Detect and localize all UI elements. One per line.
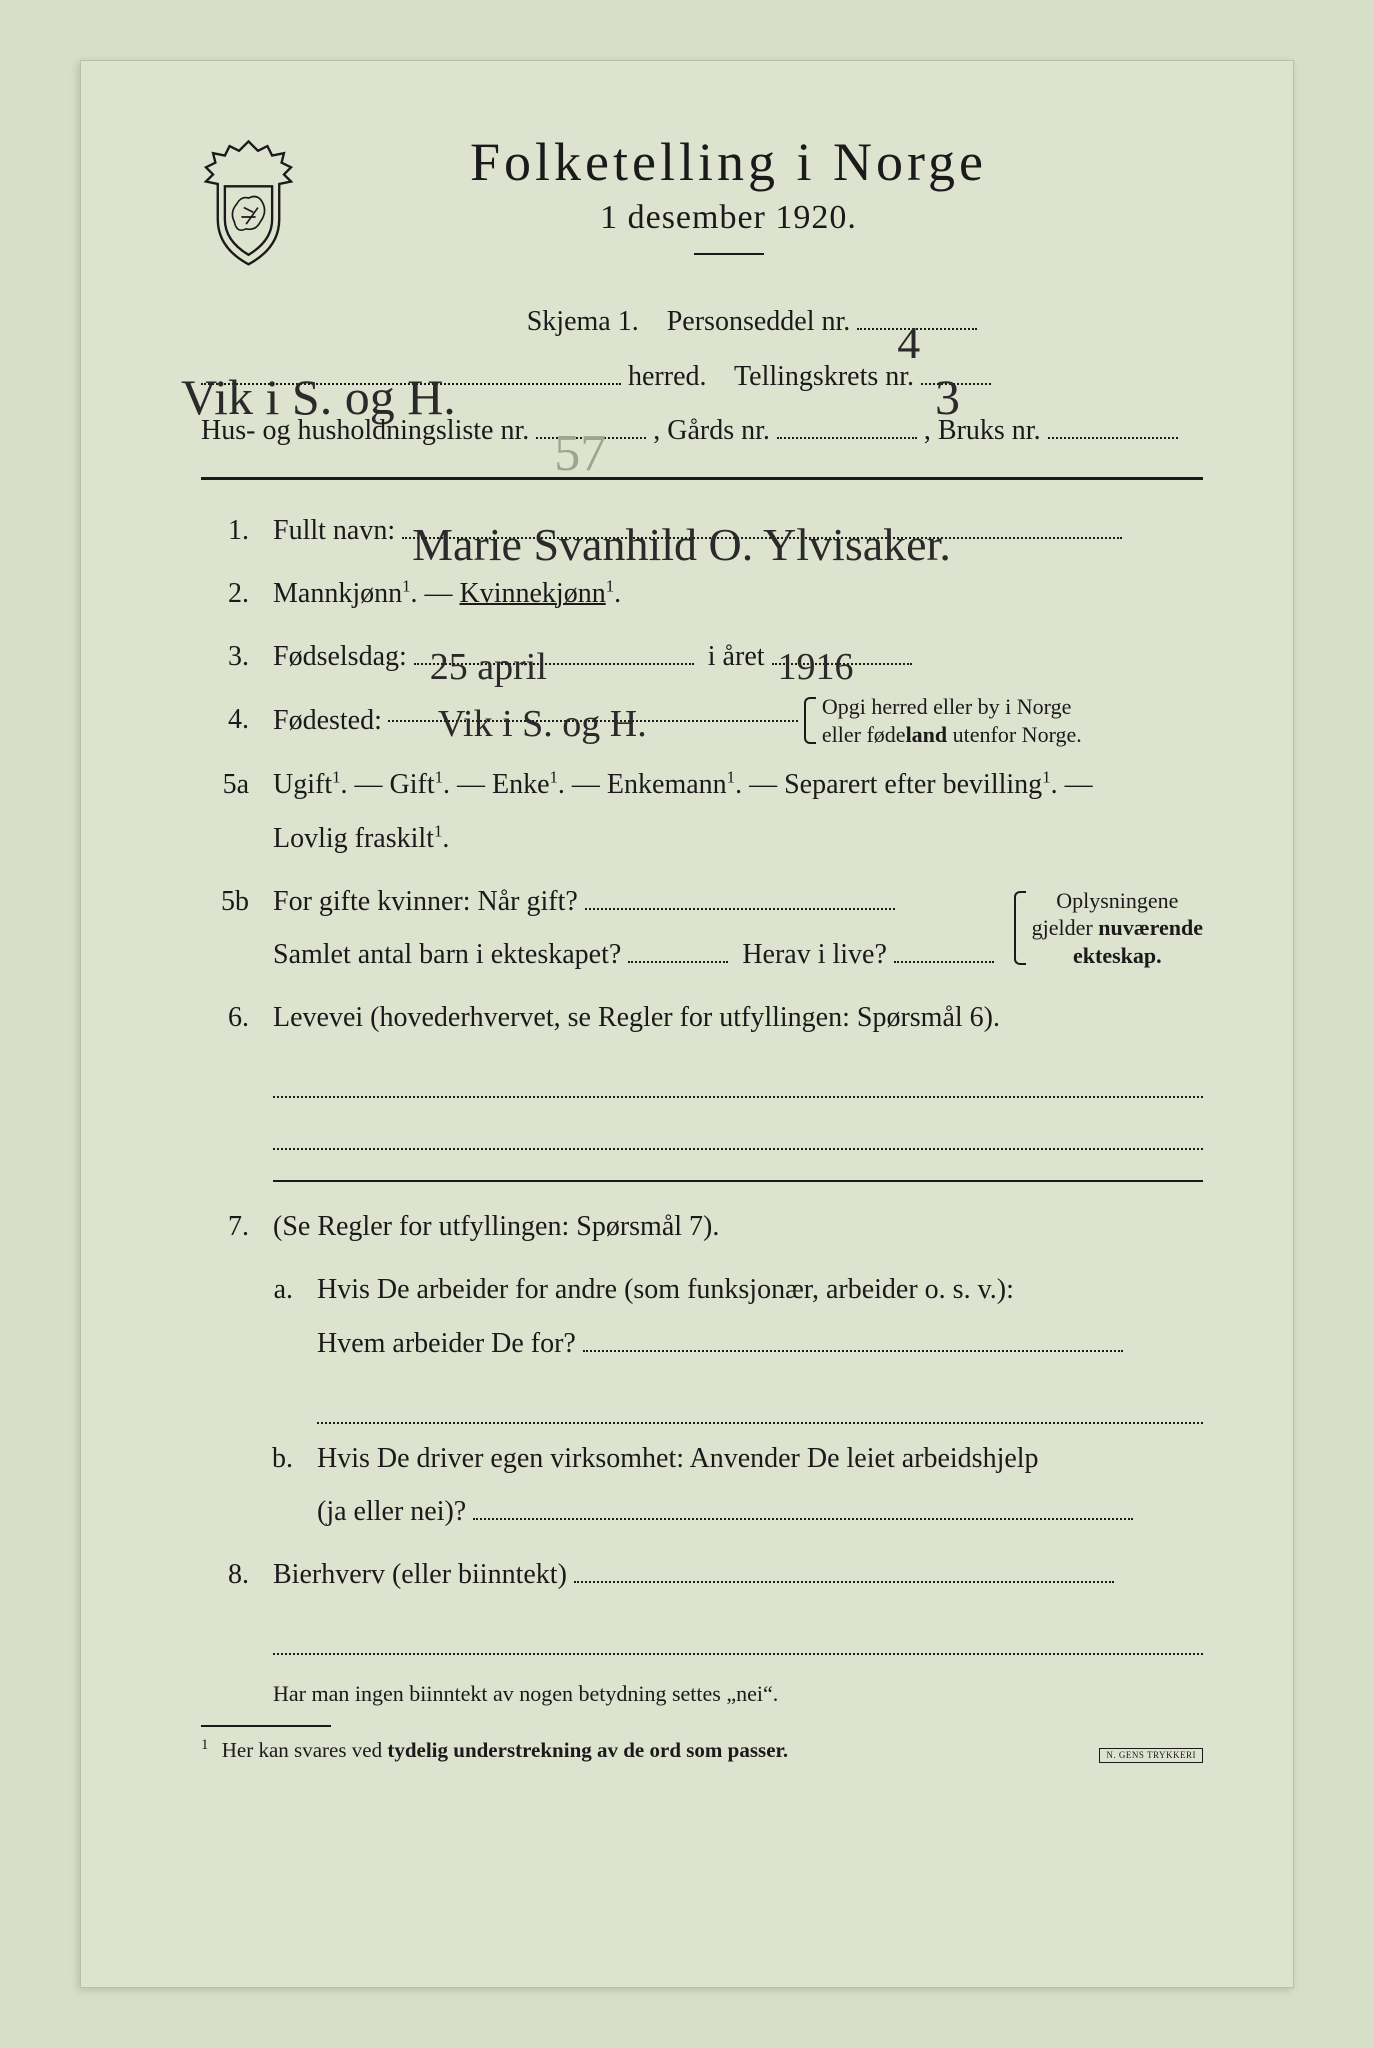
- title-block: Folketelling i Norge 1 desember 1920.: [324, 131, 1203, 279]
- q5b-note: Oplysningene gjelder nuværende ekteskap.: [1014, 887, 1203, 970]
- header: Folketelling i Norge 1 desember 1920.: [201, 131, 1203, 279]
- q7a-line: [317, 1380, 1203, 1424]
- q3-mid: i året: [708, 641, 765, 672]
- q7b-1: Hvis De driver egen virksomhet: Anvender…: [317, 1443, 1039, 1474]
- rule-1: [201, 477, 1203, 480]
- q6-line-1: [273, 1054, 1203, 1098]
- q6: 6. Levevei (hovederhvervet, se Regler fo…: [201, 991, 1203, 1044]
- document-page: Folketelling i Norge 1 desember 1920. Sk…: [80, 60, 1294, 1988]
- q8: 8. Bierhverv (eller biinntekt): [201, 1548, 1203, 1601]
- q5a-num: 5a: [201, 758, 249, 864]
- q3-num: 3.: [201, 630, 249, 683]
- husliste-value: 57: [554, 403, 606, 504]
- skjema-label: Skjema 1.: [527, 306, 639, 337]
- q6-line-2: [273, 1106, 1203, 1150]
- q3: 3. Fødselsdag: 25 april i året 1916: [201, 630, 1203, 683]
- q5b-note-3: ekteskap.: [1073, 943, 1162, 968]
- q1-num: 1.: [201, 504, 249, 557]
- q1: 1. Fullt navn: Marie Svanhild O. Ylvisak…: [201, 504, 1203, 557]
- q4-note-2: eller fødeland utenfor Norge.: [822, 722, 1082, 747]
- q7b-num: b.: [245, 1432, 293, 1538]
- q1-label: Fullt navn:: [273, 515, 395, 546]
- q7a-2: Hvem arbeider De for?: [317, 1328, 576, 1359]
- q7-num: 7.: [201, 1200, 249, 1253]
- q7a: a. Hvis De arbeider for andre (som funks…: [201, 1263, 1203, 1369]
- q3-label: Fødselsdag:: [273, 641, 407, 672]
- herred-label: herred.: [628, 361, 707, 392]
- q5b: 5b For gifte kvinner: Når gift? Samlet a…: [201, 875, 1203, 981]
- q7a-num: a.: [245, 1263, 293, 1369]
- husliste-label: Hus- og husholdningsliste nr.: [201, 415, 529, 446]
- q5b-num: 5b: [201, 875, 249, 981]
- meta-row-1: Skjema 1. Personseddel nr. 4: [201, 295, 1203, 350]
- q5b-l2a: Samlet antal barn i ekteskapet?: [273, 939, 621, 970]
- q4-note: Opgi herred eller by i Norge eller fødel…: [804, 693, 1082, 748]
- q5a-text: Ugift1. — Gift1. — Enke1. — Enkemann1. —…: [273, 769, 1093, 800]
- gards-label: , Gårds nr.: [653, 415, 770, 446]
- q7b: b. Hvis De driver egen virksomhet: Anven…: [201, 1432, 1203, 1538]
- tellingskrets-label: Tellingskrets nr.: [734, 361, 914, 392]
- q4-num: 4.: [201, 693, 249, 748]
- footnote-text: Her kan svares ved tydelig understreknin…: [222, 1738, 788, 1762]
- q5a-text2: Lovlig fraskilt1.: [273, 823, 449, 854]
- q2-text: Mannkjønn1. — Kvinnekjønn1.: [273, 578, 621, 609]
- footnote-rule: [201, 1725, 331, 1727]
- q5a: 5a Ugift1. — Gift1. — Enke1. — Enkemann1…: [201, 758, 1203, 864]
- q2-num: 2.: [201, 567, 249, 620]
- meta-row-2: Vik i S. og H. herred. Tellingskrets nr.…: [201, 350, 1203, 405]
- q5b-note-1: Oplysningene: [1056, 888, 1178, 913]
- bruks-label: , Bruks nr.: [924, 415, 1041, 446]
- page-title: Folketelling i Norge: [324, 131, 1133, 193]
- q7a-1: Hvis De arbeider for andre (som funksjon…: [317, 1274, 1014, 1305]
- divider: [694, 253, 764, 255]
- page-subtitle: 1 desember 1920.: [324, 199, 1133, 237]
- q6-num: 6.: [201, 991, 249, 1044]
- personseddel-label: Personseddel nr.: [667, 306, 851, 337]
- q4-note-1: Opgi herred eller by i Norge: [822, 694, 1071, 719]
- footnote-num: 1: [201, 1737, 209, 1753]
- q5b-l2b: Herav i live?: [742, 939, 887, 970]
- meta-row-3: Hus- og husholdningsliste nr. 57 , Gårds…: [201, 404, 1203, 459]
- q4-label: Fødested:: [273, 694, 382, 747]
- q7-text: (Se Regler for utfyllingen: Spørsmål 7).: [273, 1211, 719, 1242]
- rule-2: [273, 1180, 1203, 1182]
- q4-value: Vik i S. og H.: [438, 688, 647, 760]
- footnote-row: 1 Her kan svares ved tydelig understrekn…: [201, 1737, 1203, 1763]
- q2: 2. Mannkjønn1. — Kvinnekjønn1.: [201, 567, 1203, 620]
- q8-label: Bierhverv (eller biinntekt): [273, 1559, 567, 1590]
- q8-num: 8.: [201, 1548, 249, 1601]
- q8-line: [273, 1611, 1203, 1655]
- q7: 7. (Se Regler for utfyllingen: Spørsmål …: [201, 1200, 1203, 1253]
- printer-mark: N. GENS TRYKKERI: [1099, 1748, 1203, 1764]
- q6-text: Levevei (hovederhvervet, se Regler for u…: [273, 1002, 1000, 1033]
- q5b-note-2: gjelder nuværende: [1032, 915, 1203, 940]
- q5b-l1a: For gifte kvinner: Når gift?: [273, 886, 578, 917]
- q7b-2: (ja eller nei)?: [317, 1496, 466, 1527]
- coat-of-arms-icon: [201, 139, 296, 269]
- footer-note: Har man ingen biinntekt av nogen betydni…: [273, 1681, 1203, 1707]
- q4: 4. Fødested: Vik i S. og H. Opgi herred …: [201, 693, 1203, 748]
